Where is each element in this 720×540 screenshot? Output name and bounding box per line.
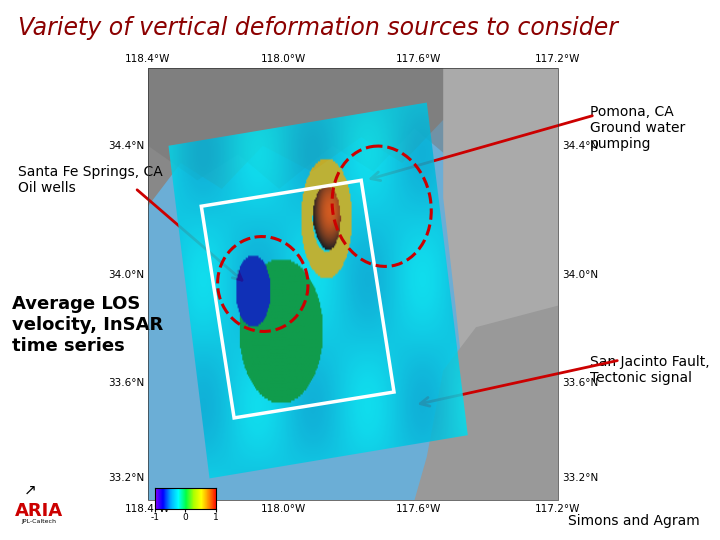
Text: 33.6°N: 33.6°N bbox=[562, 379, 598, 388]
Text: 117.2°W: 117.2°W bbox=[535, 54, 581, 64]
Text: 34.0°N: 34.0°N bbox=[108, 271, 144, 280]
Text: 33.6°N: 33.6°N bbox=[108, 379, 144, 388]
Text: San Jacinto Fault,
Tectonic signal: San Jacinto Fault, Tectonic signal bbox=[590, 355, 710, 385]
Text: Santa Fe Springs, CA
Oil wells: Santa Fe Springs, CA Oil wells bbox=[18, 165, 163, 195]
Text: ARIA: ARIA bbox=[15, 502, 63, 520]
Bar bbox=[148, 68, 558, 500]
Text: Variety of vertical deformation sources to consider: Variety of vertical deformation sources … bbox=[18, 16, 618, 40]
Text: ↗: ↗ bbox=[24, 483, 37, 498]
Polygon shape bbox=[148, 68, 558, 189]
Text: 118.0°W: 118.0°W bbox=[261, 504, 306, 514]
Polygon shape bbox=[148, 306, 271, 500]
Bar bbox=[148, 68, 558, 500]
Text: 117.6°W: 117.6°W bbox=[396, 504, 441, 514]
Text: 118.4°W: 118.4°W bbox=[125, 504, 171, 514]
Text: Average LOS
velocity, InSAR
time series: Average LOS velocity, InSAR time series bbox=[12, 295, 163, 355]
Text: 34.0°N: 34.0°N bbox=[562, 271, 598, 280]
Text: Simons and Agram: Simons and Agram bbox=[568, 514, 700, 528]
Text: 34.4°N: 34.4°N bbox=[562, 141, 598, 151]
Text: 118.4°W: 118.4°W bbox=[125, 54, 171, 64]
Text: 33.2°N: 33.2°N bbox=[562, 474, 598, 483]
Text: 117.2°W: 117.2°W bbox=[535, 504, 581, 514]
Polygon shape bbox=[415, 306, 558, 500]
Text: 34.4°N: 34.4°N bbox=[108, 141, 144, 151]
Text: 118.0°W: 118.0°W bbox=[261, 54, 306, 64]
Text: 117.6°W: 117.6°W bbox=[396, 54, 441, 64]
Text: JPL-Caltech: JPL-Caltech bbox=[22, 519, 57, 524]
Text: 33.2°N: 33.2°N bbox=[108, 474, 144, 483]
Text: Pomona, CA
Ground water
pumping: Pomona, CA Ground water pumping bbox=[590, 105, 685, 151]
Polygon shape bbox=[444, 68, 558, 500]
Polygon shape bbox=[148, 68, 558, 206]
